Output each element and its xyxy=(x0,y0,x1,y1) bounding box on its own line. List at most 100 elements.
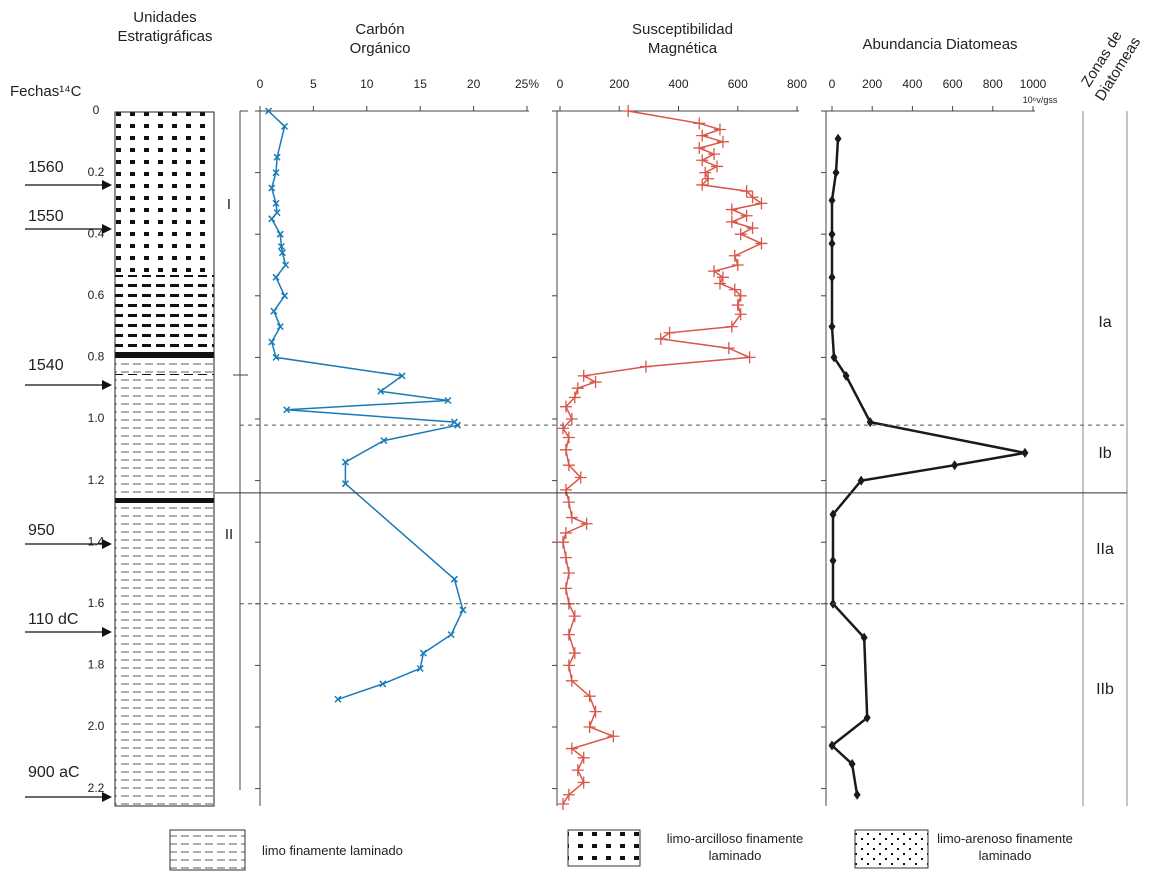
date-label: 1550 xyxy=(28,208,64,225)
marker xyxy=(272,199,280,207)
marker xyxy=(559,551,572,564)
x-tick-label: 15 xyxy=(414,77,428,91)
marker xyxy=(830,352,838,363)
marker xyxy=(565,413,578,425)
legend-swatches xyxy=(169,829,929,871)
x-tick-label: 0 xyxy=(557,77,564,91)
marker xyxy=(268,215,276,223)
marker xyxy=(740,185,753,198)
x-tick-label: 400 xyxy=(668,77,688,91)
marker xyxy=(702,172,715,185)
marker xyxy=(565,511,578,524)
marker xyxy=(273,209,281,217)
marker xyxy=(832,167,840,178)
marker xyxy=(725,320,738,333)
marker xyxy=(716,271,729,284)
marker xyxy=(708,148,721,161)
marker xyxy=(860,632,868,643)
marker xyxy=(556,536,569,549)
marker xyxy=(583,690,596,703)
series-line xyxy=(562,110,764,805)
marker xyxy=(559,582,572,595)
zone-label: IIa xyxy=(1096,541,1114,558)
zone-label: Ia xyxy=(1098,314,1111,331)
marker xyxy=(828,195,836,206)
zone-label: Ib xyxy=(1098,445,1111,462)
y-tick-label: 0 xyxy=(93,103,100,117)
strat-column xyxy=(114,111,215,807)
marker xyxy=(1021,447,1029,458)
marker xyxy=(277,242,285,251)
marker xyxy=(562,496,575,509)
marker xyxy=(716,135,729,148)
legend-label: limo finamente laminado xyxy=(262,843,403,858)
marker xyxy=(731,259,744,271)
marker xyxy=(589,705,602,718)
marker xyxy=(282,261,290,269)
marker xyxy=(398,372,406,380)
marker xyxy=(743,351,756,364)
marker xyxy=(863,712,871,723)
marker xyxy=(278,249,286,257)
marker xyxy=(834,133,842,144)
marker xyxy=(728,249,741,262)
marker xyxy=(577,751,590,764)
unit-label: 10⁶v/gss xyxy=(1022,95,1058,105)
x-tick-label: 800 xyxy=(983,77,1003,91)
marker xyxy=(828,740,836,751)
x-tick-label: 10 xyxy=(360,77,374,91)
marker xyxy=(828,321,836,332)
marker xyxy=(281,122,289,130)
marker xyxy=(951,460,959,471)
marker xyxy=(857,475,865,486)
marker xyxy=(828,272,836,283)
marker xyxy=(693,117,706,130)
marker xyxy=(562,567,575,579)
y-tick-label: 0.4 xyxy=(88,226,105,240)
y-tick-label: 0.6 xyxy=(88,288,105,302)
y-tick-label: 2.2 xyxy=(88,781,105,795)
marker xyxy=(556,798,569,810)
marker xyxy=(853,789,861,800)
x-tick-label: 5 xyxy=(310,77,317,91)
marker xyxy=(711,160,724,173)
x-tick-label: 0 xyxy=(257,77,264,91)
legend-label: limo-arcilloso finamente laminado xyxy=(666,831,804,863)
y-tick-label: 1.4 xyxy=(88,534,105,548)
x-tick-label: 25% xyxy=(515,77,539,91)
y-tick-label: 1.0 xyxy=(88,411,105,425)
marker xyxy=(419,649,427,657)
date-label: 110 dC xyxy=(28,611,78,628)
marker xyxy=(265,107,273,115)
x-tick-label: 1000 xyxy=(1020,77,1047,91)
marker xyxy=(568,391,581,404)
marker xyxy=(577,776,590,789)
marker xyxy=(450,575,458,583)
marker xyxy=(696,178,709,191)
marker xyxy=(571,382,584,395)
y-tick-label: 0.2 xyxy=(88,165,105,179)
series-line xyxy=(830,138,1026,796)
marker xyxy=(270,307,278,315)
marker xyxy=(828,238,836,249)
marker xyxy=(562,431,575,444)
marker xyxy=(272,273,280,281)
x-tick-label: 20 xyxy=(467,77,481,91)
unit-label: I xyxy=(227,196,231,213)
panel-title: Carbón Orgánico xyxy=(349,21,411,57)
marker xyxy=(559,400,572,413)
marker xyxy=(377,387,385,395)
marker xyxy=(341,458,349,466)
y-tick-label: 1.2 xyxy=(88,473,105,487)
date-label: 950 xyxy=(28,522,55,539)
arrow-head xyxy=(102,792,112,802)
panel-title: Susceptibilidad Magnética xyxy=(632,21,733,57)
arrow-head xyxy=(102,380,112,390)
marker xyxy=(829,509,837,520)
marker xyxy=(734,228,747,241)
marker xyxy=(589,376,602,389)
marker xyxy=(708,265,721,278)
marker xyxy=(273,153,281,161)
marker xyxy=(568,647,581,660)
